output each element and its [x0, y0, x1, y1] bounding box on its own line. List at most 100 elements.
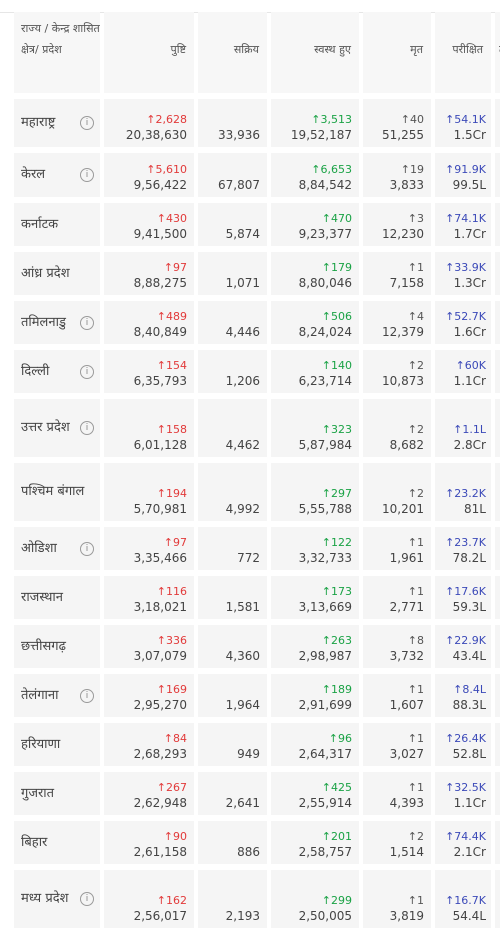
active-cell: 4,992 [198, 463, 267, 521]
state-name: गुजरात [21, 785, 55, 801]
table-row[interactable]: आंध्र प्रदेश ↑97 8,88,275 1,071 ↑179 8,80,046… [14, 252, 500, 295]
tested-delta: 91.9K [454, 163, 486, 176]
tested-value: 99.5L [452, 178, 486, 192]
state-cell[interactable]: तमिलनाडु i [14, 301, 100, 344]
header-recovered[interactable]: स्वस्थ हुए [271, 12, 359, 93]
deceased-value: 4,393 [389, 796, 424, 810]
state-cell[interactable]: केरल i [14, 153, 100, 197]
arrow-up-icon: ↑ [455, 359, 465, 372]
confirmed-delta: 90 [173, 830, 187, 843]
table-row[interactable]: तेलंगाना i ↑169 2,95,270 1,964 ↑189 2,91,699 ↑1… [14, 674, 500, 717]
active-value: 886 [237, 845, 260, 859]
state-cell[interactable]: कर्नाटक [14, 203, 100, 246]
confirmed-cell: ↑336 3,07,079 [104, 625, 194, 668]
state-cell[interactable]: दिल्ली i [14, 350, 100, 393]
confirmed-delta: 430 [166, 212, 187, 225]
recovered-delta: 323 [331, 423, 352, 436]
state-cell[interactable]: पश्चिम बंगाल [14, 463, 100, 521]
info-icon[interactable]: i [80, 541, 94, 556]
arrow-up-icon: ↑ [445, 261, 455, 274]
info-icon[interactable]: i [80, 688, 94, 703]
confirmed-cell: ↑267 2,62,948 [104, 772, 194, 815]
confirmed-cell: ↑162 2,56,017 [104, 870, 194, 928]
confirmed-delta: 489 [166, 310, 187, 323]
confirmed-cell: ↑158 6,01,128 [104, 399, 194, 457]
state-cell[interactable]: आंध्र प्रदेश [14, 252, 100, 295]
header-tested[interactable]: परीक्षित [435, 12, 491, 93]
info-icon[interactable]: i [80, 892, 94, 906]
table-body: महाराष्ट्र i ↑2,628 20,38,630 33,936 ↑3,513 19… [14, 99, 500, 928]
state-cell[interactable]: राजस्थान [14, 576, 100, 619]
state-cell[interactable]: तेलंगाना i [14, 674, 100, 717]
tested-cell: ↑22.9K 43.4L [435, 625, 491, 668]
header-deceased[interactable]: मृत [363, 12, 431, 93]
deceased-value: 3,732 [389, 649, 424, 663]
state-cell[interactable]: गुजरात [14, 772, 100, 815]
tested-delta: 23.7K [454, 536, 486, 549]
recovered-cell: ↑201 2,58,757 [271, 821, 359, 864]
state-cell[interactable]: छत्तीसगढ़ [14, 625, 100, 668]
state-cell[interactable]: ओडिशा i [14, 527, 100, 570]
tested-cell: ↑74.4K 2.1Cr [435, 821, 491, 864]
tested-cell: ↑1.1L 2.8Cr [435, 399, 491, 457]
table-row[interactable]: उत्तर प्रदेश i ↑158 6,01,128 4,462 ↑323 5,87,9… [14, 399, 500, 457]
confirmed-delta: 116 [166, 585, 187, 598]
info-icon[interactable]: i [80, 116, 94, 130]
header-extra[interactable]: ट [495, 12, 500, 93]
recovered-value: 2,64,317 [298, 747, 352, 761]
table-row[interactable]: हरियाणा ↑84 2,68,293 949 ↑96 2,64,317 ↑1 3,027 ↑… [14, 723, 500, 766]
table-row[interactable]: गुजरात ↑267 2,62,948 2,641 ↑425 2,55,914 ↑1 4,3… [14, 772, 500, 815]
arrow-up-icon: ↑ [407, 894, 417, 907]
table-row[interactable]: छत्तीसगढ़ ↑336 3,07,079 4,360 ↑263 2,98,987 ↑8… [14, 625, 500, 668]
info-icon[interactable]: i [80, 315, 94, 330]
table-row[interactable]: तमिलनाडु i ↑489 8,40,849 4,446 ↑506 8,24,024 ↑4… [14, 301, 500, 344]
table-row[interactable]: ओडिशा i ↑97 3,35,466 772 ↑122 3,32,733 ↑1 1,961 ↑… [14, 527, 500, 570]
arrow-up-icon: ↑ [407, 487, 417, 500]
info-icon[interactable]: i [80, 364, 94, 379]
confirmed-cell: ↑90 2,61,158 [104, 821, 194, 864]
header-state[interactable]: राज्य / केन्द्र शासित क्षेत्र/ प्रदेश [14, 12, 100, 93]
header-active[interactable]: सक्रिय [198, 12, 267, 93]
active-cell: 1,206 [198, 350, 267, 393]
info-icon[interactable]: i [80, 168, 94, 182]
header-confirmed[interactable]: पुष्टि [104, 12, 194, 93]
state-cell[interactable]: हरियाणा [14, 723, 100, 766]
deceased-value: 3,027 [389, 747, 424, 761]
table-row[interactable]: पश्चिम बंगाल ↑194 5,70,981 4,992 ↑297 5,55,78… [14, 463, 500, 521]
table-row[interactable]: दिल्ली i ↑154 6,35,793 1,206 ↑140 6,23,714 ↑2 10… [14, 350, 500, 393]
state-cell[interactable]: महाराष्ट्र i [14, 99, 100, 147]
state-name: राजस्थान [21, 589, 64, 605]
info-icon[interactable]: i [80, 421, 94, 435]
tested-cell: ↑8.4L 88.3L [435, 674, 491, 717]
table-row[interactable]: केरल i ↑5,610 9,56,422 67,807 ↑6,653 8,84,542 ↑… [14, 153, 500, 197]
table-row[interactable]: राजस्थान ↑116 3,18,021 1,581 ↑173 3,13,669 ↑1 2… [14, 576, 500, 619]
arrow-up-icon: ↑ [445, 634, 455, 647]
recovered-delta: 173 [331, 585, 352, 598]
recovered-value: 2,55,914 [298, 796, 352, 810]
tested-delta: 74.4K [454, 830, 486, 843]
deceased-delta: 40 [410, 113, 424, 126]
state-cell[interactable]: मध्य प्रदेश i [14, 870, 100, 928]
table-row[interactable]: बिहार ↑90 2,61,158 886 ↑201 2,58,757 ↑2 1,514 ↑7… [14, 821, 500, 864]
active-cell: 4,446 [198, 301, 267, 344]
confirmed-value: 20,38,630 [125, 128, 187, 142]
confirmed-delta: 84 [173, 732, 187, 745]
deceased-delta: 1 [417, 261, 424, 274]
table-row[interactable]: कर्नाटक ↑430 9,41,500 5,874 ↑470 9,23,377 ↑3 12… [14, 203, 500, 246]
confirmed-delta: 2,628 [155, 113, 188, 126]
tested-value: 1.3Cr [453, 276, 486, 290]
tested-cell: ↑54.1K 1.5Cr [435, 99, 491, 147]
state-cell[interactable]: बिहार [14, 821, 100, 864]
recovered-delta: 201 [331, 830, 352, 843]
active-cell: 772 [198, 527, 267, 570]
deceased-cell: ↑4 12,379 [363, 301, 431, 344]
confirmed-value: 9,41,500 [133, 227, 187, 241]
table-row[interactable]: मध्य प्रदेश i ↑162 2,56,017 2,193 ↑299 2,50,00… [14, 870, 500, 928]
deceased-cell: ↑1 7,158 [363, 252, 431, 295]
state-cell[interactable]: उत्तर प्रदेश i [14, 399, 100, 457]
extra-cell [495, 527, 500, 570]
tested-delta: 23.2K [454, 487, 486, 500]
table-row[interactable]: महाराष्ट्र i ↑2,628 20,38,630 33,936 ↑3,513 19… [14, 99, 500, 147]
arrow-up-icon: ↑ [156, 310, 166, 323]
active-value: 1,964 [225, 698, 260, 712]
